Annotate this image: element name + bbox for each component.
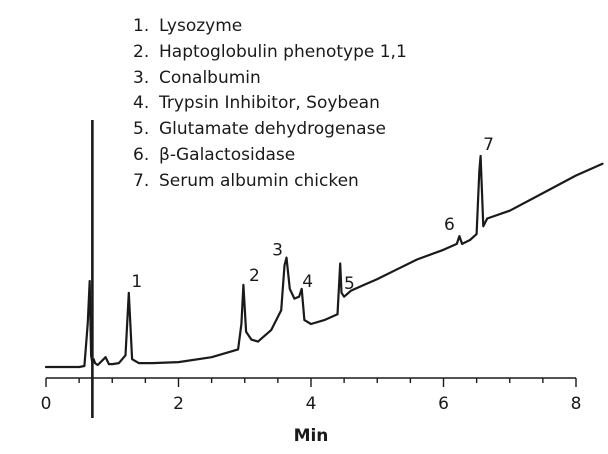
x-tick-label: 6 bbox=[438, 394, 449, 414]
legend-number: 5. bbox=[133, 119, 150, 140]
peak-label: 1 bbox=[131, 272, 142, 292]
peak-legend: 1. Lysozyme 2. Haptoglobulin phenotype 1,1 3… bbox=[133, 14, 407, 195]
x-tick-label: 2 bbox=[173, 394, 184, 414]
peak-label: 3 bbox=[272, 241, 283, 261]
legend-item: 3. Conalbumin bbox=[133, 66, 407, 92]
x-tick-label: 0 bbox=[41, 394, 52, 414]
x-tick-label: 8 bbox=[571, 394, 582, 414]
legend-number: 1. bbox=[133, 16, 150, 36]
peak-label: 4 bbox=[302, 272, 313, 292]
legend-name: Glutamate dehydrogenase bbox=[159, 119, 386, 140]
legend-number: 4. bbox=[133, 93, 150, 114]
legend-item: 1. Lysozyme bbox=[133, 14, 407, 40]
legend-number: 6. bbox=[133, 144, 150, 165]
legend-item: 5. Glutamate dehydrogenase bbox=[133, 117, 407, 143]
legend-number: 3. bbox=[133, 67, 150, 88]
legend-name: Conalbumin bbox=[159, 67, 261, 88]
legend-item: 6. β-Galactosidase bbox=[133, 143, 407, 169]
legend-name: Haptoglobulin phenotype 1,1 bbox=[159, 41, 407, 62]
trace-layer bbox=[44, 120, 604, 418]
peak-label: 7 bbox=[483, 135, 494, 155]
x-tick-label: 4 bbox=[306, 394, 317, 414]
x-axis-label: Min bbox=[294, 426, 329, 446]
legend-name: β-Galactosidase bbox=[159, 144, 296, 165]
chromatogram-trace bbox=[44, 154, 604, 369]
legend-number: 7. bbox=[133, 170, 150, 191]
legend-item: 4. Trypsin Inhibitor, Soybean bbox=[133, 91, 407, 117]
peak-label: 5 bbox=[344, 274, 355, 294]
peak-label: 2 bbox=[249, 266, 260, 286]
legend-name: Lysozyme bbox=[159, 16, 243, 36]
peak-labels: 1 234 5 6 7 bbox=[131, 135, 494, 294]
legend-item: 2. Haptoglobulin phenotype 1,1 bbox=[133, 40, 407, 66]
legend-name: Serum albumin chicken bbox=[159, 170, 359, 191]
legend-item: 7. Serum albumin chicken bbox=[133, 169, 407, 195]
legend-number: 2. bbox=[133, 41, 150, 62]
x-ticks: 0 2 4 6 8 bbox=[41, 378, 582, 414]
legend-name: Trypsin Inhibitor, Soybean bbox=[159, 93, 380, 114]
peak-label: 6 bbox=[444, 215, 455, 235]
